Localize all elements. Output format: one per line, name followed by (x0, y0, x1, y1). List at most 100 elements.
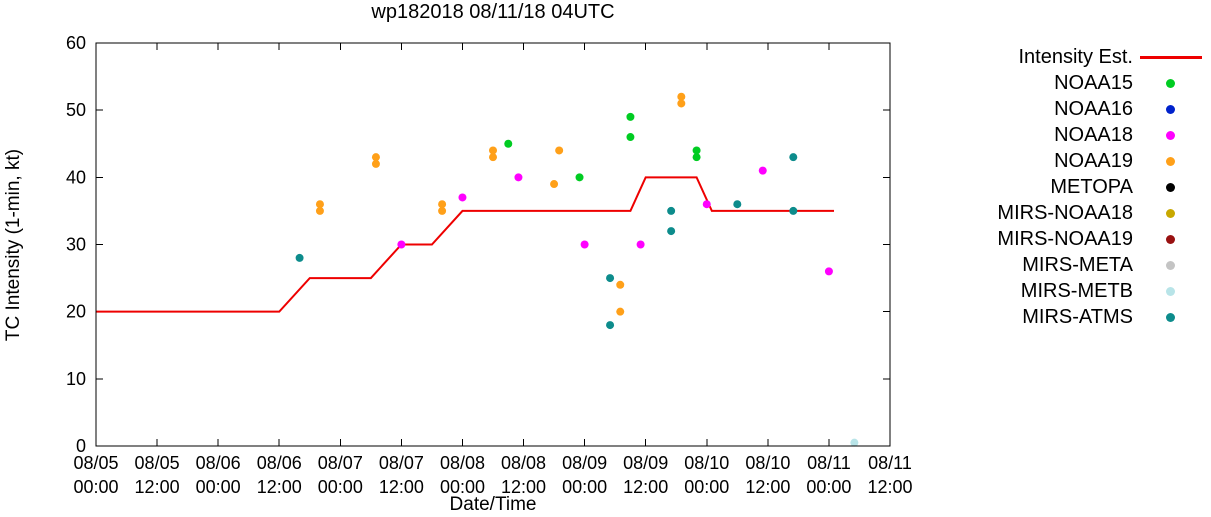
data-point-noaa18 (580, 240, 589, 249)
legend-dot-noaa15 (1133, 78, 1208, 88)
x-tick-time: 12:00 (135, 477, 180, 497)
dot-swatch-icon (1166, 182, 1175, 192)
x-tick-date: 08/06 (196, 453, 241, 473)
data-point-noaa19 (371, 153, 380, 162)
x-tick-time: 12:00 (501, 477, 546, 497)
x-tick-time: 00:00 (440, 477, 485, 497)
x-tick-time: 12:00 (867, 477, 912, 497)
plot-border (95, 42, 891, 447)
data-point-noaa19 (616, 307, 625, 316)
legend-label-noaa15: NOAA15 (1054, 71, 1133, 94)
intensity-line (96, 176, 835, 313)
data-point-noaa15 (575, 173, 584, 182)
y-tick-label: 20 (66, 302, 86, 322)
dot-swatch-icon (1166, 104, 1175, 114)
x-tick-date: 08/08 (501, 453, 546, 473)
dot-swatch-icon (1166, 260, 1175, 270)
x-tick-date: 08/09 (623, 453, 668, 473)
x-tick-time: 00:00 (73, 477, 118, 497)
legend-label-noaa19: NOAA19 (1054, 149, 1133, 172)
y-tick-label: 10 (66, 369, 86, 389)
x-tick-date: 08/07 (318, 453, 363, 473)
x-tick-date: 08/05 (73, 453, 118, 473)
data-point-noaa19 (315, 206, 324, 215)
data-point-noaa19 (371, 159, 380, 168)
y-tick-label: 50 (66, 100, 86, 120)
x-axis-label: Date/Time (449, 494, 537, 515)
x-tick-date: 08/09 (562, 453, 607, 473)
x-tick-time: 12:00 (745, 477, 790, 497)
legend-label-mirs-atms: MIRS-ATMS (1022, 305, 1133, 328)
legend: Intensity Est. NOAA15 NOAA16 NOAA18 NOAA19 ME… (958, 44, 1208, 330)
legend-item-mirs-noaa19: MIRS-NOAA19 (958, 226, 1208, 252)
data-point-noaa15 (504, 139, 513, 148)
legend-label-intensity-est: Intensity Est. (1018, 45, 1134, 68)
legend-item-mirs-metb: MIRS-METB (958, 278, 1208, 304)
legend-label-mirs-noaa18: MIRS-NOAA18 (997, 201, 1133, 224)
legend-item-mirs-noaa18: MIRS-NOAA18 (958, 200, 1208, 226)
legend-item-mirs-meta: MIRS-META (958, 252, 1208, 278)
data-point-mirs-atms (667, 206, 676, 215)
dot-swatch-icon (1166, 78, 1175, 88)
dot-swatch-icon (1166, 312, 1175, 322)
x-tick-date: 08/10 (684, 453, 729, 473)
data-point-mirs-atms (733, 200, 742, 209)
data-point-mirs-atms (789, 206, 798, 215)
legend-item-noaa19: NOAA19 (958, 148, 1208, 174)
dot-swatch-icon (1166, 234, 1175, 244)
legend-item-noaa16: NOAA16 (958, 96, 1208, 122)
legend-label-noaa16: NOAA16 (1054, 97, 1133, 120)
data-point-noaa18 (702, 200, 711, 209)
x-tick-time: 12:00 (623, 477, 668, 497)
data-point-mirs-metb (850, 438, 859, 447)
data-point-mirs-atms (606, 274, 615, 283)
data-point-noaa18 (397, 240, 406, 249)
y-axis-label: TC Intensity (1-min, kt) (3, 148, 24, 342)
data-point-noaa18 (636, 240, 645, 249)
legend-dot-mirs-atms (1133, 312, 1208, 322)
legend-dot-metopa (1133, 182, 1208, 192)
data-point-noaa15 (692, 146, 701, 155)
x-tick-date: 08/11 (807, 453, 851, 473)
data-point-noaa19 (616, 280, 625, 289)
data-point-noaa18 (514, 173, 523, 182)
y-tick-label: 40 (66, 167, 86, 187)
x-tick-date: 08/10 (745, 453, 790, 473)
dot-swatch-icon (1166, 286, 1175, 296)
data-point-noaa19 (438, 206, 447, 215)
legend-label-mirs-metb: MIRS-METB (1020, 279, 1133, 302)
legend-dot-mirs-metb (1133, 286, 1208, 296)
legend-item-noaa18: NOAA18 (958, 122, 1208, 148)
legend-item-mirs-atms: MIRS-ATMS (958, 304, 1208, 330)
x-tick-time: 12:00 (257, 477, 302, 497)
x-tick-date: 08/05 (135, 453, 180, 473)
data-point-noaa18 (458, 193, 467, 202)
legend-label-metopa: METOPA (1050, 175, 1133, 198)
x-tick-time: 00:00 (806, 477, 851, 497)
chart-title: wp182018 08/11/18 04UTC (371, 1, 615, 23)
data-point-mirs-atms (295, 253, 304, 262)
data-point-noaa19 (489, 146, 497, 155)
dot-swatch-icon (1166, 156, 1175, 166)
y-tick-label: 60 (66, 33, 86, 53)
data-point-noaa19 (489, 153, 497, 162)
legend-dot-mirs-noaa19 (1133, 234, 1208, 244)
x-tick-time: 00:00 (318, 477, 363, 497)
data-point-noaa15 (626, 133, 635, 142)
x-tick-date: 08/07 (379, 453, 424, 473)
data-point-noaa19 (315, 200, 324, 209)
x-tick-date: 08/06 (257, 453, 302, 473)
data-point-noaa15 (626, 112, 635, 121)
legend-line-sample-intensity-est (1133, 55, 1208, 59)
x-tick-time: 00:00 (562, 477, 607, 497)
y-tick-label: 30 (66, 235, 86, 255)
x-tick-time: 12:00 (379, 477, 424, 497)
legend-label-mirs-meta: MIRS-META (1022, 253, 1133, 276)
x-tick-date: 08/11 (868, 453, 912, 473)
data-point-noaa18 (758, 166, 767, 175)
legend-item-noaa15: NOAA15 (958, 70, 1208, 96)
data-point-mirs-atms (606, 321, 615, 330)
legend-dot-mirs-noaa18 (1133, 208, 1208, 218)
